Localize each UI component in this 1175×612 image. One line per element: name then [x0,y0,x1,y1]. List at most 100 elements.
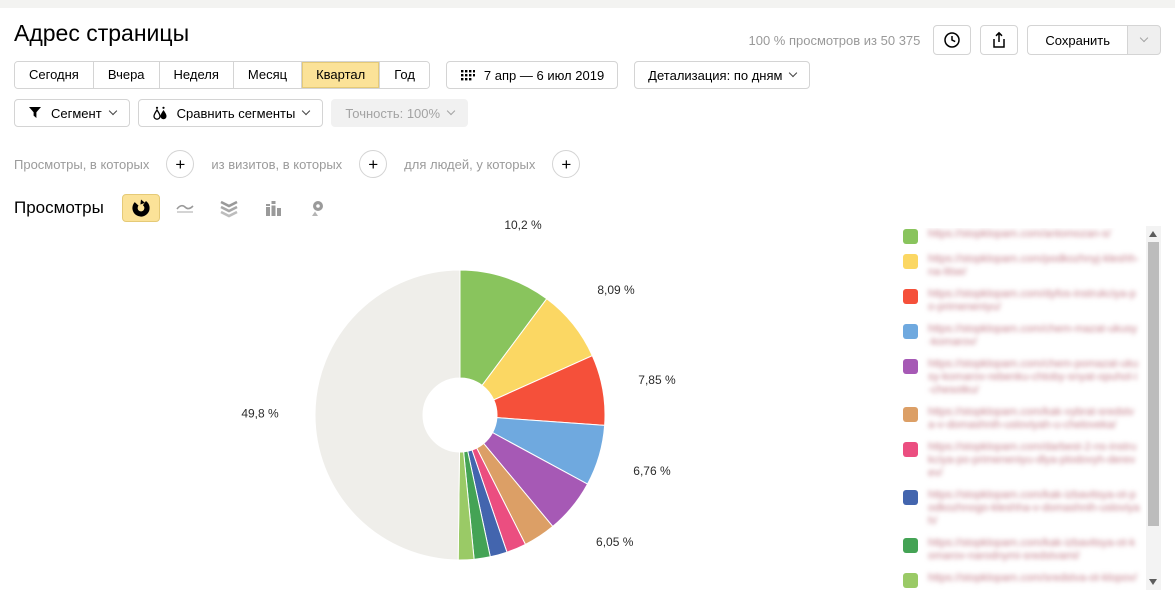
metric-label: Просмотры [14,198,104,217]
chart-type-stacked-area-button[interactable] [210,194,248,222]
chart-legend: https://stopklopam.com/antomozan-s/https… [903,228,1143,590]
scroll-down-arrow-icon[interactable] [1149,579,1157,585]
chevron-down-icon [302,106,311,116]
legend-item[interactable]: https://stopklopam.com/chem-mazat-ukusy-… [903,323,1143,349]
slice-percent-label: 10,2 % [504,218,542,232]
legend-url-blurred[interactable]: https://stopklopam.com/kak-vybrat-sredst… [928,406,1135,431]
history-button[interactable] [933,25,972,55]
legend-scrollbar[interactable] [1146,226,1161,590]
chevron-down-icon [108,106,117,116]
accuracy-button[interactable]: Точность: 100% [331,99,469,127]
tab-year[interactable]: Год [379,62,429,88]
legend-url-blurred[interactable]: https://stopklopam.com/kak-izbavitsya-ot… [928,537,1136,562]
legend-url-blurred[interactable]: https://stopklopam.com/darbest-2-ns-inst… [928,441,1137,479]
chart-type-donut-button[interactable] [121,194,160,222]
legend-swatch [903,442,918,457]
filter-row: Просмотры, в которых + из визитов, в кот… [14,150,586,178]
compare-segments-label: Сравнить сегменты [176,105,296,121]
page-title: Адрес страницы [14,20,190,46]
slice-percent-label: 6,05 % [596,535,634,549]
legend-url-blurred[interactable]: https://stopklopam.com/sredstva-ot-klopo… [928,572,1138,584]
compare-drops-icon [153,106,167,120]
legend-url-blurred[interactable]: https://stopklopam.com/chem-pomazat-ukus… [928,358,1139,396]
column-chart-icon [265,201,281,216]
legend-swatch [903,573,918,588]
tab-month[interactable]: Месяц [232,62,302,88]
line-chart-icon [176,204,194,213]
scrollbar-thumb[interactable] [1148,242,1159,526]
legend-url-blurred[interactable]: https://stopklopam.com/podkozhnyj-kleshh… [928,253,1139,278]
pie-slice[interactable] [314,269,461,561]
pie-slice[interactable] [459,269,548,387]
legend-item[interactable]: https://stopklopam.com/dyfos-instrukciya… [903,288,1143,314]
legend-url-blurred[interactable]: https://stopklopam.com/dyfos-instrukciya… [928,288,1136,313]
detailing-button[interactable]: Детализация: по дням [634,61,811,89]
tab-week[interactable]: Неделя [158,62,233,88]
add-visits-filter-button[interactable]: + [359,150,388,178]
header-actions: 100 % просмотров из 50 375 Сохранить [748,25,1161,55]
segment-label: Сегмент [51,105,102,121]
chevron-down-icon [1139,33,1149,43]
legend-item[interactable]: https://stopklopam.com/antomozan-s/ [903,228,1143,244]
chart-type-row: Просмотры [14,194,336,222]
legend-swatch [903,538,918,553]
legend-swatch [903,407,918,422]
scroll-up-arrow-icon[interactable] [1149,231,1157,237]
legend-swatch [903,254,918,269]
legend-item[interactable]: https://stopklopam.com/kak-vybrat-sredst… [903,406,1143,432]
calendar-icon [460,70,475,81]
filter-visits-label: из визитов, в которых [211,156,343,172]
slice-percent-label: 7,85 % [638,373,676,387]
segment-button[interactable]: Сегмент [14,99,130,127]
legend-swatch [903,324,918,339]
export-icon [993,31,1006,48]
chart-type-columns-button[interactable] [254,194,292,222]
add-views-filter-button[interactable]: + [166,150,195,178]
save-button[interactable]: Сохранить [1027,25,1127,55]
legend-swatch [903,229,918,244]
date-range-button[interactable]: 7 апр — 6 июл 2019 [445,61,619,89]
legend-item[interactable]: https://stopklopam.com/kak-izbavitsya-ot… [903,537,1143,563]
legend-item[interactable]: https://stopklopam.com/kak-izbavitsya-ot… [903,489,1143,528]
legend-item[interactable]: https://stopklopam.com/darbest-2-ns-inst… [903,441,1143,480]
legend-item[interactable]: https://stopklopam.com/chem-pomazat-ukus… [903,358,1143,397]
donut-chart-icon [132,199,150,217]
funnel-icon [29,107,41,118]
tab-quarter[interactable]: Квартал [301,62,380,88]
segment-toolbar: Сегмент Сравнить сегменты Точность: 100% [14,99,469,127]
legend-url-blurred[interactable]: https://stopklopam.com/chem-mazat-ukusy-… [928,323,1138,348]
tab-today[interactable]: Сегодня [15,62,93,88]
export-button[interactable] [980,25,1019,55]
chart-type-line-button[interactable] [166,194,204,222]
chevron-down-icon [446,106,456,116]
views-sample-caption: 100 % просмотров из 50 375 [748,32,921,48]
clock-icon [944,32,961,48]
legend-swatch [903,359,918,374]
legend-url-blurred[interactable]: https://stopklopam.com/antomozan-s/ [928,228,1111,240]
detailing-label: Детализация: по дням [648,67,783,83]
compare-segments-button[interactable]: Сравнить сегменты [137,99,324,127]
legend-url-blurred[interactable]: https://stopklopam.com/kak-izbavitsya-ot… [928,489,1140,527]
period-toolbar: Сегодня Вчера Неделя Месяц Квартал Год 7… [14,61,811,89]
chart-type-map-button[interactable] [298,194,336,222]
period-tab-group: Сегодня Вчера Неделя Месяц Квартал Год [14,61,430,89]
legend-swatch [903,289,918,304]
save-dropdown-button[interactable] [1127,25,1161,55]
map-pin-icon [311,201,323,216]
legend-swatch [903,490,918,505]
filter-views-label: Просмотры, в которых [14,156,150,172]
slice-percent-label: 8,09 % [597,283,635,297]
stacked-area-icon [220,200,238,218]
accuracy-label: Точность: 100% [345,105,441,121]
filter-people-label: для людей, у которых [404,156,536,172]
top-strip [0,0,1175,8]
chevron-down-icon [789,68,798,78]
slice-percent-label: 6,76 % [633,464,671,478]
save-split-button: Сохранить [1027,25,1161,55]
date-range-label: 7 апр — 6 июл 2019 [483,67,605,83]
add-people-filter-button[interactable]: + [552,150,581,178]
tab-yesterday[interactable]: Вчера [92,62,159,88]
legend-item[interactable]: https://stopklopam.com/podkozhnyj-kleshh… [903,253,1143,279]
slice-percent-label: 49,8 % [241,407,279,421]
legend-item[interactable]: https://stopklopam.com/sredstva-ot-klopo… [903,572,1143,588]
